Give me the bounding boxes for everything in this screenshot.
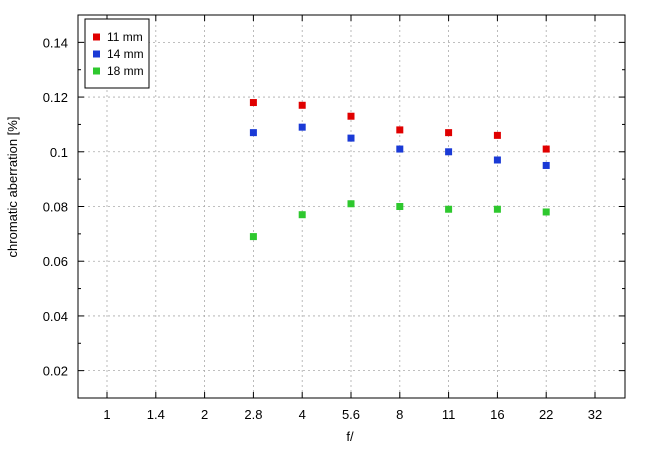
data-point-18-mm [445,205,453,213]
y-axis-tick-labels: 0.02 0.04 0.06 0.08 0.1 0.12 0.14 [43,35,68,378]
y-tick-label: 0.06 [43,254,68,269]
data-point-14-mm [347,134,355,142]
data-point-18-mm [493,205,501,213]
y-axis-title: chromatic aberration [%] [5,117,20,258]
data-point-18-mm [396,203,404,210]
legend-label: 18 mm [107,64,144,78]
legend-label: 11 mm [107,30,143,44]
data-point-11-mm [249,99,257,107]
data-point-18-mm [542,208,550,216]
x-tick-label: 8 [396,407,403,422]
axis-ticks [78,15,625,398]
x-tick-label: 2.8 [244,407,262,422]
x-tick-label: 16 [490,407,504,422]
legend-swatch [93,50,100,58]
data-point-14-mm [445,148,453,156]
data-point-14-mm [298,123,306,131]
x-tick-label: 22 [539,407,553,422]
x-tick-label: 2 [201,407,208,422]
data-point-11-mm [396,126,404,134]
x-tick-label: 1 [103,407,110,422]
x-tick-label: 32 [588,407,602,422]
data-points [249,99,550,241]
data-point-18-mm [347,200,355,208]
data-point-14-mm [249,129,257,137]
data-point-18-mm [298,211,306,219]
x-axis-title: f/ [346,429,354,444]
y-tick-label: 0.1 [50,145,68,160]
data-point-11-mm [347,112,355,120]
data-point-11-mm [493,131,501,139]
data-point-11-mm [445,129,453,137]
y-tick-label: 0.08 [43,200,68,215]
data-point-11-mm [298,101,306,109]
data-point-14-mm [493,156,501,164]
legend-swatch [93,33,100,41]
x-tick-label: 1.4 [147,407,165,422]
legend-label: 14 mm [107,47,144,61]
y-tick-label: 0.02 [43,364,68,379]
legend-swatch [93,67,100,75]
data-point-18-mm [249,233,257,241]
y-tick-label: 0.14 [43,35,68,50]
data-point-11-mm [542,145,550,153]
y-tick-label: 0.12 [43,90,68,105]
data-point-14-mm [542,161,550,169]
x-tick-label: 5.6 [342,407,360,422]
y-tick-label: 0.04 [43,309,68,324]
data-point-14-mm [396,145,404,153]
legend: 11 mm 14 mm 18 mm [84,18,150,89]
x-tick-label: 4 [299,407,306,422]
x-tick-label: 11 [442,407,456,422]
x-axis-tick-labels: 1 1.4 2 2.8 4 5.6 8 11 16 22 32 [103,407,602,422]
